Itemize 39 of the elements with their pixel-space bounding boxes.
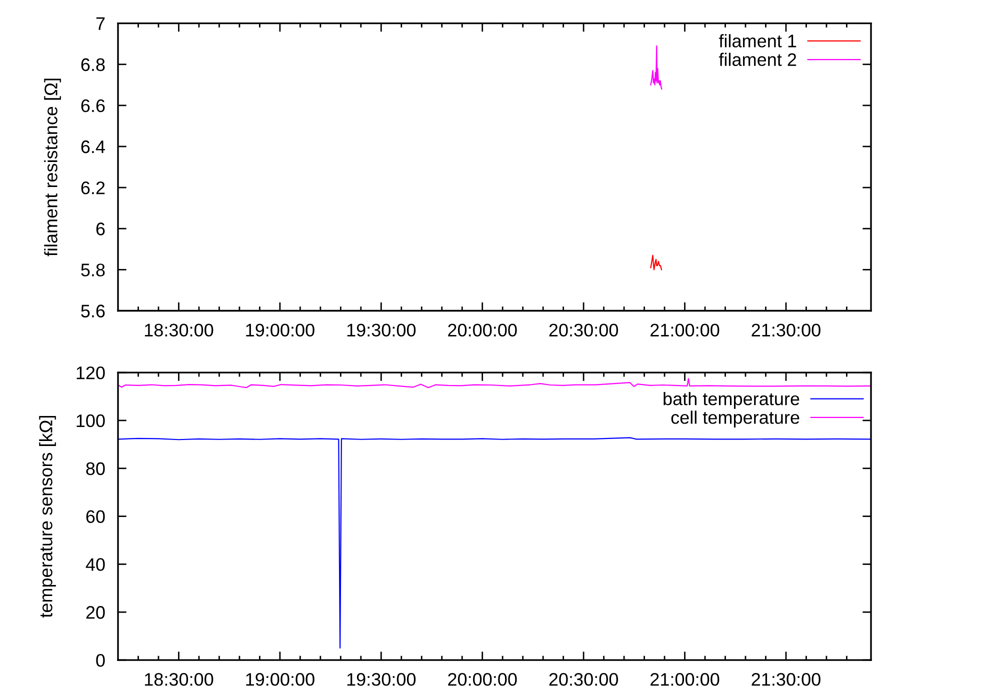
line-series: [118, 378, 871, 388]
y-tick-label: 100: [76, 414, 105, 428]
x-tick-label: 18:30:00: [144, 673, 214, 686]
line-series: [650, 254, 662, 270]
y-tick-label: 5.8: [81, 264, 105, 276]
x-tick-label: 19:30:00: [347, 673, 416, 686]
legend-label: bath temperature: [664, 392, 800, 409]
legend-label: filament 2: [718, 52, 796, 66]
x-tick-label: 21:30:00: [752, 673, 820, 686]
y-tick-label: 80: [86, 462, 105, 476]
y-axis-title: filament resistance [Ω]: [44, 78, 61, 256]
y-tick-label: 6.6: [81, 99, 105, 112]
y-tick-label: 5.6: [81, 304, 105, 318]
x-tick-label: 18:30:00: [144, 324, 214, 336]
y-tick-label: 0: [96, 654, 105, 667]
x-tick-label: 20:30:00: [549, 324, 618, 336]
y-tick-label: 6.4: [81, 140, 105, 154]
y-axis-title: temperature sensors [kΩ]: [39, 416, 56, 618]
y-tick-label: 6.8: [81, 58, 105, 72]
legend-label: filament 1: [718, 34, 796, 48]
x-tick-label: 20:00:00: [448, 673, 517, 686]
x-tick-label: 20:30:00: [549, 673, 618, 686]
x-tick-label: 20:00:00: [448, 324, 517, 336]
y-tick-label: 60: [86, 510, 105, 524]
line-series: [650, 45, 662, 90]
x-tick-label: 21:00:00: [650, 673, 720, 686]
x-tick-label: 19:30:00: [347, 324, 416, 336]
legend-label: cell temperature: [671, 410, 800, 428]
x-tick-label: 21:30:00: [752, 324, 820, 336]
y-tick-label: 120: [76, 366, 105, 380]
y-tick-label: 40: [86, 558, 105, 571]
x-tick-label: 21:00:00: [650, 324, 720, 336]
x-tick-label: 19:00:00: [246, 324, 314, 336]
y-tick-label: 7: [96, 17, 105, 30]
x-tick-label: 19:00:00: [246, 673, 314, 686]
y-tick-label: 6: [96, 222, 105, 236]
line-series: [118, 437, 871, 649]
y-tick-label: 20: [86, 606, 105, 619]
y-tick-label: 6.2: [81, 181, 105, 194]
